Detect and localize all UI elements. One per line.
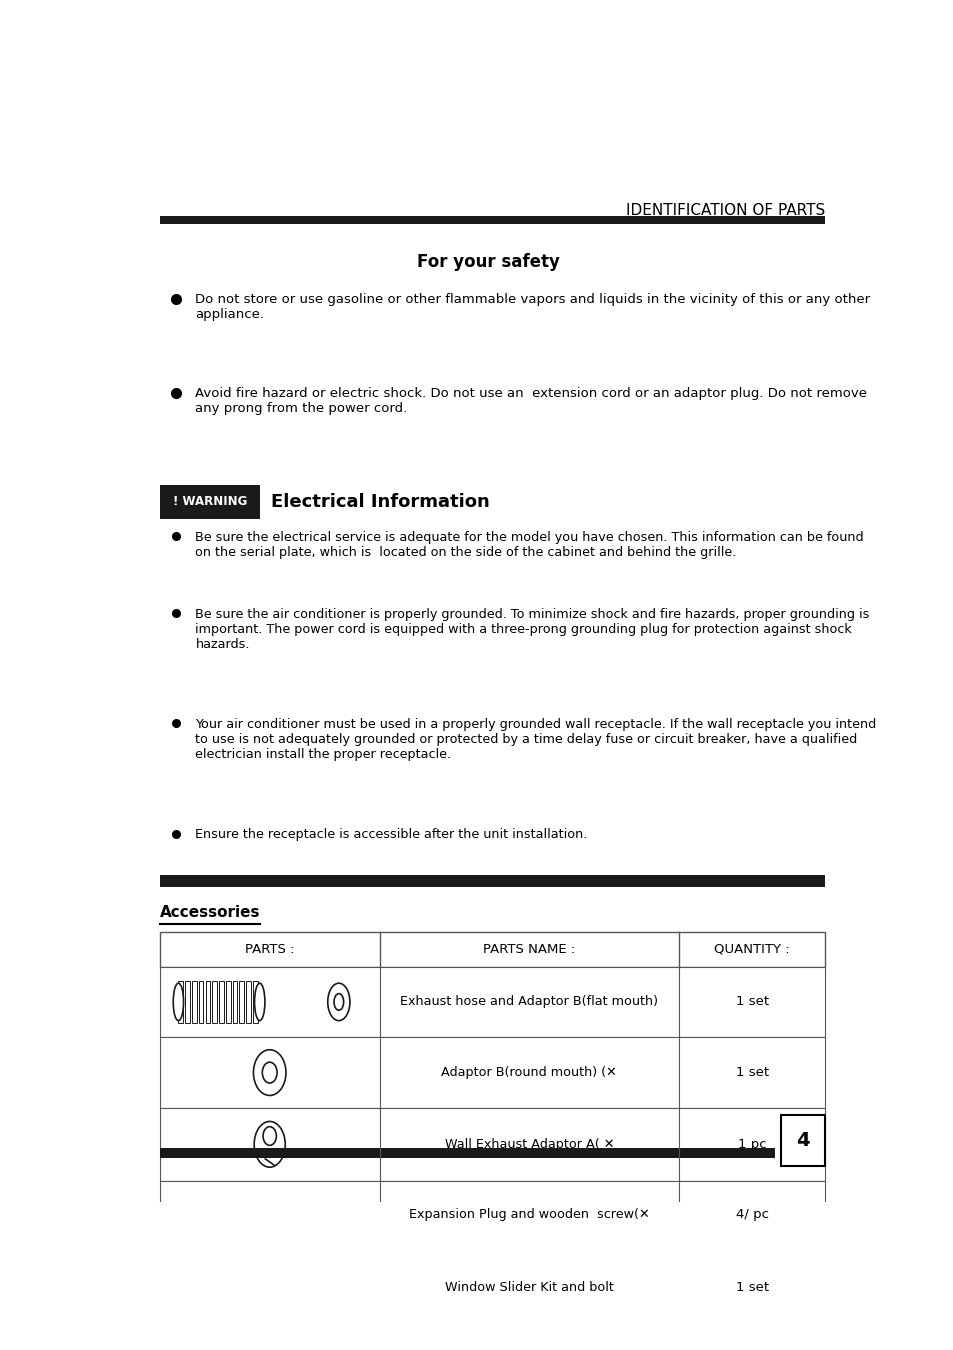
Text: Wall Exhaust Adaptor A( ✕: Wall Exhaust Adaptor A( ✕ (444, 1138, 614, 1150)
Bar (160, 1249, 824, 1326)
Text: 4/ pc: 4/ pc (735, 1208, 768, 1220)
Bar (198, 981, 203, 1023)
Text: IDENTIFICATION OF PARTS: IDENTIFICATION OF PARTS (625, 202, 824, 219)
Bar (192, 981, 196, 1023)
Bar (173, 1311, 228, 1320)
Bar (226, 981, 231, 1023)
Text: Be sure the electrical service is adequate for the model you have chosen. This i: Be sure the electrical service is adequa… (195, 531, 863, 559)
Ellipse shape (253, 1122, 285, 1168)
Bar (178, 981, 183, 1023)
Ellipse shape (253, 1050, 286, 1095)
Text: 1 set: 1 set (735, 1281, 768, 1293)
Text: 1 set: 1 set (735, 1066, 768, 1079)
Bar (213, 981, 216, 1023)
Bar (233, 981, 237, 1023)
Bar (160, 967, 824, 1037)
Bar (219, 981, 224, 1023)
Text: 1 pc: 1 pc (737, 1138, 765, 1150)
Text: Electrical Information: Electrical Information (271, 493, 489, 510)
Bar (253, 981, 257, 1023)
Text: Do not store or use gasoline or other flammable vapors and liquids in the vicini: Do not store or use gasoline or other fl… (195, 293, 870, 321)
Text: Exhaust hose and Adaptor B(flat mouth): Exhaust hose and Adaptor B(flat mouth) (400, 995, 658, 1008)
Ellipse shape (263, 1127, 276, 1145)
Text: Avoid fire hazard or electric shock. Do not use an  extension cord or an adaptor: Avoid fire hazard or electric shock. Do … (195, 386, 866, 414)
Bar (160, 1326, 824, 1350)
Text: 4: 4 (796, 1131, 809, 1150)
Text: Be sure the air conditioner is properly grounded. To minimize shock and fire haz: Be sure the air conditioner is properly … (195, 608, 869, 651)
Bar (781, 1115, 824, 1166)
Bar (182, 1292, 199, 1305)
Text: Expansion Plug and wooden  screw(✕: Expansion Plug and wooden screw(✕ (409, 1208, 649, 1220)
Text: Window Slider Kit and bolt: Window Slider Kit and bolt (444, 1281, 613, 1293)
Bar (246, 981, 251, 1023)
Bar (160, 1181, 824, 1249)
Text: 1 set: 1 set (735, 995, 768, 1008)
Bar (185, 981, 190, 1023)
Bar (160, 216, 824, 224)
Text: PARTS NAME :: PARTS NAME : (482, 942, 575, 956)
Bar (160, 875, 824, 887)
Bar (281, 1273, 298, 1300)
Bar (160, 933, 824, 967)
Bar (249, 1210, 293, 1219)
Ellipse shape (254, 983, 265, 1021)
Bar (160, 485, 259, 518)
Bar (182, 1210, 226, 1219)
Ellipse shape (173, 983, 183, 1021)
Ellipse shape (334, 994, 343, 1010)
Ellipse shape (328, 983, 350, 1021)
Text: PARTS :: PARTS : (245, 942, 294, 956)
Bar (173, 1282, 251, 1315)
Text: QUANTITY :: QUANTITY : (714, 942, 789, 956)
Text: Ensure the receptacle is accessible after the unit installation.: Ensure the receptacle is accessible afte… (195, 829, 587, 841)
Text: Accessories: Accessories (160, 906, 260, 921)
Text: Your air conditioner must be used in a properly grounded wall receptacle. If the: Your air conditioner must be used in a p… (195, 718, 876, 761)
Bar (160, 1108, 824, 1181)
Bar (212, 1292, 229, 1305)
Bar (160, 1149, 774, 1158)
Text: ! WARNING: ! WARNING (172, 495, 247, 509)
Text: Adaptor B(round mouth) (✕: Adaptor B(round mouth) (✕ (441, 1066, 617, 1079)
Ellipse shape (302, 1207, 310, 1222)
Bar (239, 981, 244, 1023)
Text: For your safety: For your safety (417, 254, 559, 271)
Ellipse shape (262, 1062, 276, 1083)
Bar (205, 981, 210, 1023)
Bar (160, 1037, 824, 1108)
